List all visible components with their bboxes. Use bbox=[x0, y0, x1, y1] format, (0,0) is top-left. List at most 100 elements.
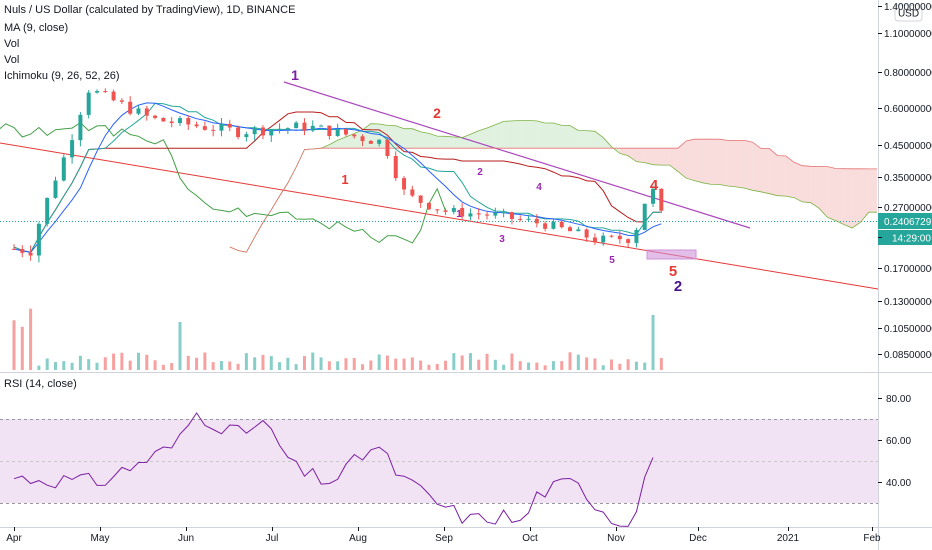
candle-body bbox=[186, 118, 191, 125]
volume-bar bbox=[161, 364, 165, 370]
volume-bar bbox=[294, 364, 298, 370]
candle-body bbox=[144, 108, 149, 116]
candle-body bbox=[385, 139, 390, 157]
price-tick-label: 0.10500000 bbox=[884, 324, 932, 335]
candle-body bbox=[202, 126, 207, 130]
candle-body bbox=[443, 210, 448, 212]
volume-bar bbox=[269, 356, 273, 370]
candle-body bbox=[609, 235, 614, 237]
cloud-segment bbox=[711, 139, 720, 185]
candle-body bbox=[460, 208, 465, 217]
cloud-segment bbox=[868, 168, 878, 213]
volume-bar bbox=[344, 358, 348, 370]
candle-body bbox=[36, 223, 41, 256]
rsi-line bbox=[13, 412, 654, 527]
volume-bar bbox=[53, 362, 57, 370]
volume-bar bbox=[103, 357, 107, 370]
price-tick-label: 0.80000000 bbox=[884, 68, 932, 79]
cloud-segment bbox=[760, 148, 770, 194]
volume-bar bbox=[377, 354, 381, 370]
volume-bar bbox=[394, 358, 398, 370]
cloud-segment bbox=[736, 140, 745, 189]
volume-bar bbox=[286, 357, 290, 370]
volume-bar bbox=[95, 362, 99, 370]
legend-title[interactable]: Nuls / US Dollar (calculated by TradingV… bbox=[4, 4, 296, 16]
volume-bar bbox=[626, 359, 630, 370]
cloud-segment bbox=[744, 140, 753, 191]
legend-rsi[interactable]: RSI (14, close) bbox=[4, 378, 77, 390]
cloud-segment bbox=[354, 129, 363, 149]
volume-bar bbox=[195, 357, 199, 370]
cloud-segment bbox=[536, 120, 546, 149]
cloud-segment bbox=[694, 139, 703, 183]
cloud-segment bbox=[594, 131, 604, 149]
candle-body bbox=[518, 218, 523, 220]
cloud-segment bbox=[553, 123, 562, 149]
legend-ma[interactable]: MA (9, close) bbox=[4, 22, 69, 34]
volume-bar bbox=[278, 362, 282, 370]
volume-bar bbox=[485, 353, 489, 370]
candle-body bbox=[559, 221, 564, 228]
price-tick-label: 0.27000000 bbox=[884, 203, 932, 214]
wave-label: 4 bbox=[650, 177, 659, 194]
candle-body bbox=[534, 218, 539, 224]
senkou-span-a bbox=[229, 120, 878, 253]
candle-body bbox=[402, 178, 407, 190]
cloud-segment bbox=[495, 121, 504, 149]
wave-label: 2 bbox=[674, 278, 682, 295]
volume-bar bbox=[568, 352, 572, 370]
volume-bar bbox=[70, 362, 74, 370]
volume-bar bbox=[236, 363, 240, 370]
cloud-segment bbox=[852, 168, 861, 229]
cloud-segment bbox=[412, 128, 421, 149]
cloud-segment bbox=[404, 128, 413, 149]
candle-body bbox=[252, 127, 257, 135]
candle-body bbox=[368, 141, 373, 144]
cloud-segment bbox=[420, 131, 429, 149]
price-axis[interactable]: USD 1.40000000 1.10000000 0.80000000 0.6000… bbox=[878, 2, 932, 361]
cloud-segment bbox=[661, 148, 670, 166]
wave-label: 1 bbox=[456, 209, 462, 220]
candle-body bbox=[20, 248, 25, 253]
volume-bar bbox=[444, 360, 448, 370]
candle-body bbox=[584, 229, 589, 238]
candle-body bbox=[551, 221, 556, 229]
cloud-segment bbox=[702, 139, 712, 185]
candle-body bbox=[94, 91, 99, 93]
volume-bar bbox=[518, 361, 522, 370]
legend-vol-1[interactable]: Vol bbox=[4, 38, 20, 50]
cloud-segment bbox=[669, 148, 678, 172]
time-axis[interactable]: Apr May Jun Jul Aug Sep Oct Nov Dec 2021 Feb bbox=[6, 527, 881, 544]
volume-bar bbox=[203, 352, 207, 370]
legend-vol-2[interactable]: Vol bbox=[4, 54, 20, 66]
volume-bar bbox=[319, 357, 323, 370]
cloud-segment bbox=[370, 123, 380, 149]
price-tick-label: 1.40000000 bbox=[884, 2, 932, 13]
rsi-axis[interactable]: 80.00 60.00 40.00 bbox=[878, 394, 911, 489]
volume-bar bbox=[419, 360, 423, 370]
trendlines[interactable] bbox=[0, 81, 879, 290]
wave-label: 2 bbox=[477, 167, 483, 178]
time-tick-label: 2021 bbox=[777, 533, 800, 544]
volume-bar bbox=[435, 364, 439, 370]
cloud-segment bbox=[428, 133, 438, 149]
candle-body bbox=[509, 212, 514, 219]
candle-body bbox=[651, 188, 656, 204]
currency-unit: USD bbox=[898, 9, 919, 20]
candle-body bbox=[327, 125, 332, 137]
candle-body bbox=[335, 129, 340, 137]
wave-label: 3 bbox=[499, 234, 505, 245]
time-tick-label: Aug bbox=[349, 533, 367, 544]
candle-body bbox=[236, 127, 241, 138]
cloud-segment bbox=[503, 120, 512, 149]
upper-trendline bbox=[283, 81, 751, 229]
legend-ichimoku[interactable]: Ichimoku (9, 26, 52, 26) bbox=[4, 70, 120, 82]
volume-bar bbox=[253, 357, 257, 370]
volume-bar bbox=[385, 355, 389, 370]
volume-bar bbox=[170, 363, 174, 370]
volume-bar bbox=[45, 358, 49, 370]
price-tick-label: 0.17000000 bbox=[884, 264, 932, 275]
volume-bar bbox=[593, 358, 597, 370]
cloud-segment bbox=[860, 168, 869, 223]
